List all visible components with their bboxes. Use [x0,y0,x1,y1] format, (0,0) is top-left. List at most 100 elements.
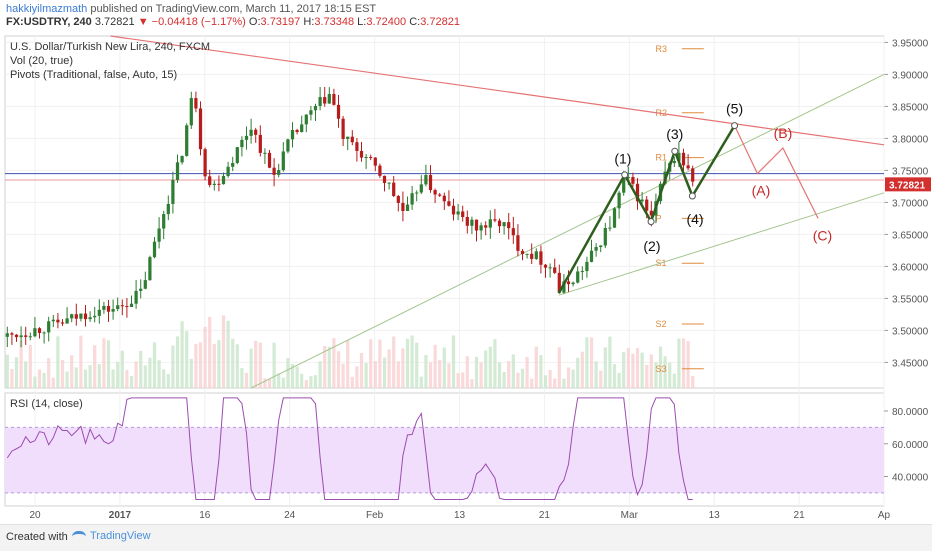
volume-bar [364,363,368,388]
candle-body [51,319,55,322]
y-tick-label: 3.95000 [892,38,929,49]
candle-body [102,305,106,310]
volume-bar [635,348,640,388]
volume-bar [341,363,345,388]
volume-bar [327,346,331,388]
volume-bar [654,362,658,388]
author-link[interactable]: hakkiyilmazmath [6,3,88,15]
volume-bar [562,378,566,388]
volume-bar [14,357,19,388]
rsi-tick-label: 60.0000 [892,440,929,451]
pivot-label: R3 [655,44,667,54]
volume-bar [19,340,23,388]
volume-bar [42,372,46,388]
volume-bar [438,360,442,388]
candle-body [451,205,456,215]
candle-body [626,176,630,179]
candle-body [129,303,134,307]
candle-body [539,251,543,265]
candle-body [419,184,423,193]
wave-label: (3) [666,126,683,142]
volume-bar [106,340,111,388]
volume-bar [286,358,290,388]
volume-bar [323,345,327,388]
volume-bar [461,372,465,388]
candle-body [203,149,207,177]
last-price-tag [885,177,931,192]
volume-bar [387,349,391,388]
candle-body [373,157,377,166]
candle-body [336,104,341,119]
volume-bar [419,376,423,388]
volume-bar [33,376,37,388]
candle-body [488,219,492,228]
volume-bar [649,354,653,388]
volume-bar [346,340,350,388]
candle-body [580,271,584,273]
candle-body [111,308,115,312]
x-tick-label: 13 [709,510,721,521]
candle-body [369,157,373,159]
volume-bar [566,367,571,388]
wave-label: (4) [686,211,703,227]
volume-bar [617,372,621,388]
volume-bar [166,374,170,388]
candle-body [249,129,253,136]
x-tick-label: Ap [878,510,891,521]
price-chart[interactable]: 3.95000 3.90000 3.85000 3.80000 3.75000 3.700… [0,0,932,524]
candle-body [428,175,433,191]
candle-body [474,219,479,231]
last-price: 3.72821 [94,16,135,28]
candle-body [576,271,580,283]
x-tick-label: 16 [199,510,211,521]
volume-bar [373,361,377,388]
candle-body [295,130,299,132]
y-tick-label: 3.80000 [892,134,929,145]
candle-body [530,253,534,259]
candle-body [116,305,120,309]
volume-bar [451,335,456,388]
candle-body [208,176,212,185]
candle-body [240,139,244,148]
publish-info: hakkiyilmazmath published on TradingView… [6,3,376,15]
wave-label: (C) [813,227,832,243]
candle-body [681,152,686,166]
volume-bar [465,356,469,388]
candle-body [97,309,101,316]
candle-body [677,152,681,161]
volume-bar [263,378,267,388]
candle-body [346,136,350,139]
candle-body [599,245,603,248]
last-price-label: 3.72821 [889,180,926,191]
volume-bar [277,373,281,388]
volume-bar [548,369,552,388]
rsi-line [6,397,693,500]
candle-body [433,190,437,195]
tradingview-logo[interactable]: TradingView [72,530,151,542]
volume-bar [594,361,598,388]
candle-body [401,202,405,212]
volume-bar [143,365,147,388]
candle-body [484,225,488,228]
candle-body [438,194,442,196]
symbol[interactable]: FX:USDTRY, 240 [6,16,92,28]
volume-bar [474,356,479,388]
volume-bar [396,361,400,388]
volume-bar [295,366,299,388]
volume-bar [691,376,695,388]
volume-bar [576,357,580,388]
candle-body [286,139,290,152]
candle-body [378,165,382,176]
rsi-tick-label: 80.0000 [892,407,929,418]
volume-bar [148,357,152,388]
volume-bar [681,338,686,388]
support-trendline [558,192,885,296]
candle-body [5,333,9,337]
volume-bar [37,369,42,388]
candle-body [525,253,529,255]
candle-body [470,219,474,226]
wave-point [647,218,655,226]
candle-body [244,135,249,140]
wave-label: (2) [643,238,660,254]
candle-body [612,208,617,228]
